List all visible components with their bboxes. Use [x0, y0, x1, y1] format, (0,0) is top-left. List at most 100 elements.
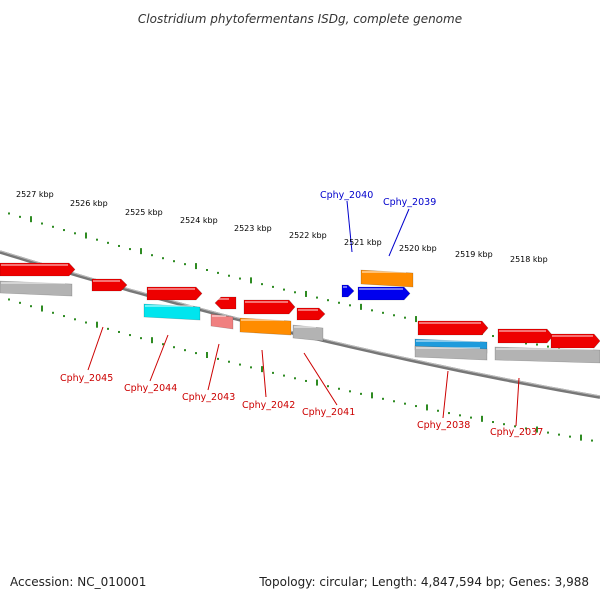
scale-tick: [19, 215, 21, 218]
scale-tick: [327, 299, 329, 302]
callout-line: [87, 326, 104, 371]
scale-tick: [470, 416, 472, 419]
scale-tick: [162, 343, 164, 346]
scale-tick: [382, 311, 384, 314]
scale-tick: [448, 412, 450, 415]
gene-shine: [552, 335, 593, 337]
scale-tick: [492, 421, 494, 424]
gene-feature: [210, 313, 234, 330]
scale-tick: [41, 305, 43, 312]
gene-label[interactable]: Cphy_2039: [383, 197, 436, 208]
scale-tick: [74, 232, 76, 235]
scale-label: 2519 kbp: [455, 250, 493, 259]
scale-tick: [140, 248, 142, 255]
callout-line: [261, 349, 267, 398]
scale-tick: [206, 352, 208, 359]
gene-shine: [416, 340, 480, 342]
scale-tick: [558, 347, 560, 350]
scale-label: 2518 kbp: [510, 255, 548, 264]
callout-line: [303, 352, 338, 406]
scale-tick: [294, 377, 296, 380]
scale-tick: [250, 366, 252, 369]
gene-shine: [362, 271, 406, 273]
gene-shine: [496, 348, 593, 350]
scale-tick: [371, 309, 373, 312]
scale-tick: [8, 212, 10, 215]
scale-tick: [96, 321, 98, 328]
scale-tick: [327, 385, 329, 388]
scale-tick: [305, 290, 307, 297]
gene-shine: [419, 322, 481, 324]
gene-shine: [241, 319, 284, 321]
scale-tick: [404, 316, 406, 319]
scale-tick: [525, 427, 527, 430]
callout-line: [346, 200, 353, 253]
scale-tick: [19, 301, 21, 304]
scale-tick: [382, 397, 384, 400]
gene-label[interactable]: Cphy_2041: [302, 407, 355, 418]
scale-tick: [85, 321, 87, 324]
scale-label: 2526 kbp: [70, 199, 108, 208]
scale-tick: [338, 301, 340, 304]
gene-shine: [148, 288, 195, 290]
scale-tick: [415, 405, 417, 408]
gene-shine: [245, 301, 288, 303]
gene-features: [0, 262, 600, 364]
gene-feature: [146, 286, 203, 301]
scale-tick: [272, 285, 274, 288]
gene-feature: [243, 299, 296, 315]
callout-line: [388, 208, 410, 257]
scale-tick: [107, 241, 109, 244]
gene-label[interactable]: Cphy_2038: [417, 420, 470, 431]
gene-feature: [214, 296, 237, 310]
scale-tick: [206, 269, 208, 272]
gene-shine: [1, 264, 68, 266]
scale-tick: [151, 337, 153, 344]
scale-tick: [393, 314, 395, 317]
gene-shine: [145, 305, 193, 307]
scale-label: 2523 kbp: [234, 224, 272, 233]
scale-tick: [184, 263, 186, 266]
gene-feature: [341, 284, 355, 298]
gene-label[interactable]: Cphy_2044: [124, 383, 177, 394]
callout-line: [149, 334, 169, 382]
gene-feature: [494, 346, 600, 364]
scale-tick: [492, 335, 494, 338]
gene-label[interactable]: Cphy_2040: [320, 190, 373, 201]
scale-tick: [261, 283, 263, 286]
scale-tick: [52, 311, 54, 314]
gene-shine: [416, 347, 480, 349]
gene-shine: [93, 280, 120, 282]
scale-label: 2524 kbp: [180, 216, 218, 225]
scale-tick: [107, 327, 109, 330]
scale-tick: [173, 260, 175, 263]
scale-tick: [228, 274, 230, 277]
callout-line: [207, 343, 220, 391]
gene-feature: [360, 269, 414, 288]
scale-tick: [349, 304, 351, 307]
scale-tick: [52, 225, 54, 228]
gene-label[interactable]: Cphy_2037: [490, 427, 543, 438]
genome-summary-text: Topology: circular; Length: 4,847,594 bp…: [258, 575, 589, 589]
map-title: Clostridium phytofermentans ISDg, comple…: [138, 12, 462, 26]
gene-shine: [1, 282, 65, 284]
scale-label: 2527 kbp: [16, 190, 54, 199]
scale-tick: [239, 277, 241, 280]
scale-tick: [393, 400, 395, 403]
accession-text: Accession: NC_010001: [10, 575, 146, 589]
scale-tick: [305, 379, 307, 382]
gene-label[interactable]: Cphy_2043: [182, 392, 235, 403]
scale-tick: [514, 425, 516, 428]
scale-tick: [316, 379, 318, 386]
gene-feature: [143, 303, 201, 321]
scale-tick: [85, 232, 87, 239]
scale-tick: [404, 402, 406, 405]
gene-callouts: [87, 200, 520, 427]
scale-tick: [129, 334, 131, 337]
gene-shine: [216, 298, 229, 300]
scale-tick: [591, 439, 593, 442]
gene-feature: [550, 333, 600, 349]
gene-label[interactable]: Cphy_2042: [242, 400, 295, 411]
gene-label[interactable]: Cphy_2045: [60, 373, 113, 384]
